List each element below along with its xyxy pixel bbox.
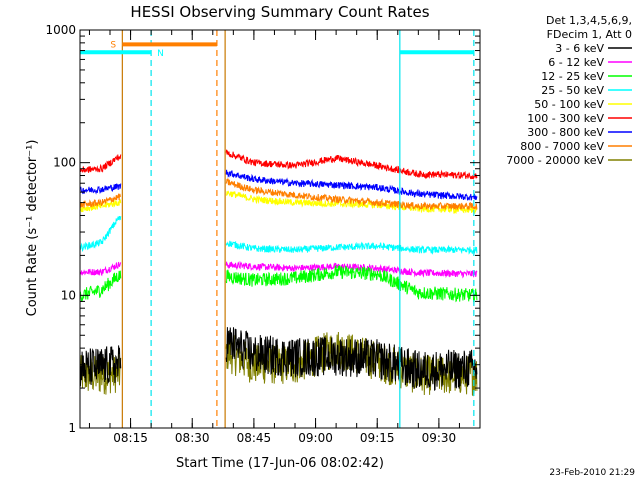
series-8-segment-2 (225, 177, 478, 211)
chart-title: HESSI Observing Summary Count Rates (130, 3, 429, 21)
series-1-segment-1 (79, 345, 122, 387)
legend-label-4: 25 - 50 keV (541, 84, 604, 97)
x-tick-label-1: 08:15 (113, 431, 148, 445)
series-7-segment-1 (79, 182, 122, 195)
series-8-segment-1 (79, 193, 122, 208)
legend-label-2: 6 - 12 keV (548, 56, 604, 69)
legend-header-1: Det 1,3,4,5,6,9, (546, 14, 632, 27)
saa-marker-label: S (110, 40, 116, 50)
legend-label-5: 50 - 100 keV (534, 98, 604, 111)
night-marker-label: N (157, 49, 164, 59)
y-axis-label: Count Rate (s⁻¹ detector⁻¹) (25, 140, 40, 317)
plot-area: SN (79, 30, 478, 428)
legend: Det 1,3,4,5,6,9,FDecim 1, Att 03 - 6 keV… (506, 14, 632, 167)
legend-label-6: 100 - 300 keV (527, 112, 604, 125)
legend-header-2: FDecim 1, Att 0 (547, 28, 632, 41)
series-6-segment-1 (79, 154, 122, 174)
x-axis-label: Start Time (17-Jun-06 08:02:42) (176, 456, 384, 471)
series-3-segment-1 (79, 270, 122, 302)
x-tick-label-4: 09:00 (298, 431, 333, 445)
legend-label-8: 800 - 7000 keV (520, 140, 604, 153)
x-tick-label-3: 08:45 (237, 431, 272, 445)
y-tick-label-1: 1 (68, 421, 76, 435)
y-tick-label-2: 10 (61, 288, 76, 302)
legend-label-9: 7000 - 20000 keV (506, 154, 604, 167)
legend-label-3: 12 - 25 keV (541, 70, 604, 83)
series-9-segment-1 (79, 352, 122, 395)
plot-frame (79, 29, 481, 429)
series-3-segment-2 (225, 264, 478, 304)
series-7-segment-2 (225, 169, 478, 201)
axes: 1 10 100 1000 08:15 08:30 08:45 09:00 09:15 09:30 (45, 23, 481, 445)
series-4-segment-1 (79, 215, 122, 253)
footer-timestamp: 23-Feb-2010 21:29 (549, 468, 635, 478)
series-6-segment-2 (225, 149, 478, 180)
legend-label-7: 300 - 800 keV (527, 126, 604, 139)
y-tick-label-4: 1000 (45, 23, 76, 37)
y-tick-label-3: 100 (53, 156, 76, 170)
legend-label-1: 3 - 6 keV (555, 42, 604, 55)
series-2-segment-1 (79, 261, 122, 277)
series-5-segment-1 (79, 199, 122, 213)
series-1-segment-2 (225, 327, 478, 391)
x-tick-label-6: 09:30 (422, 431, 457, 445)
x-tick-label-5: 09:15 (360, 431, 395, 445)
series-4-segment-2 (225, 240, 478, 255)
x-tick-label-2: 08:30 (175, 431, 210, 445)
